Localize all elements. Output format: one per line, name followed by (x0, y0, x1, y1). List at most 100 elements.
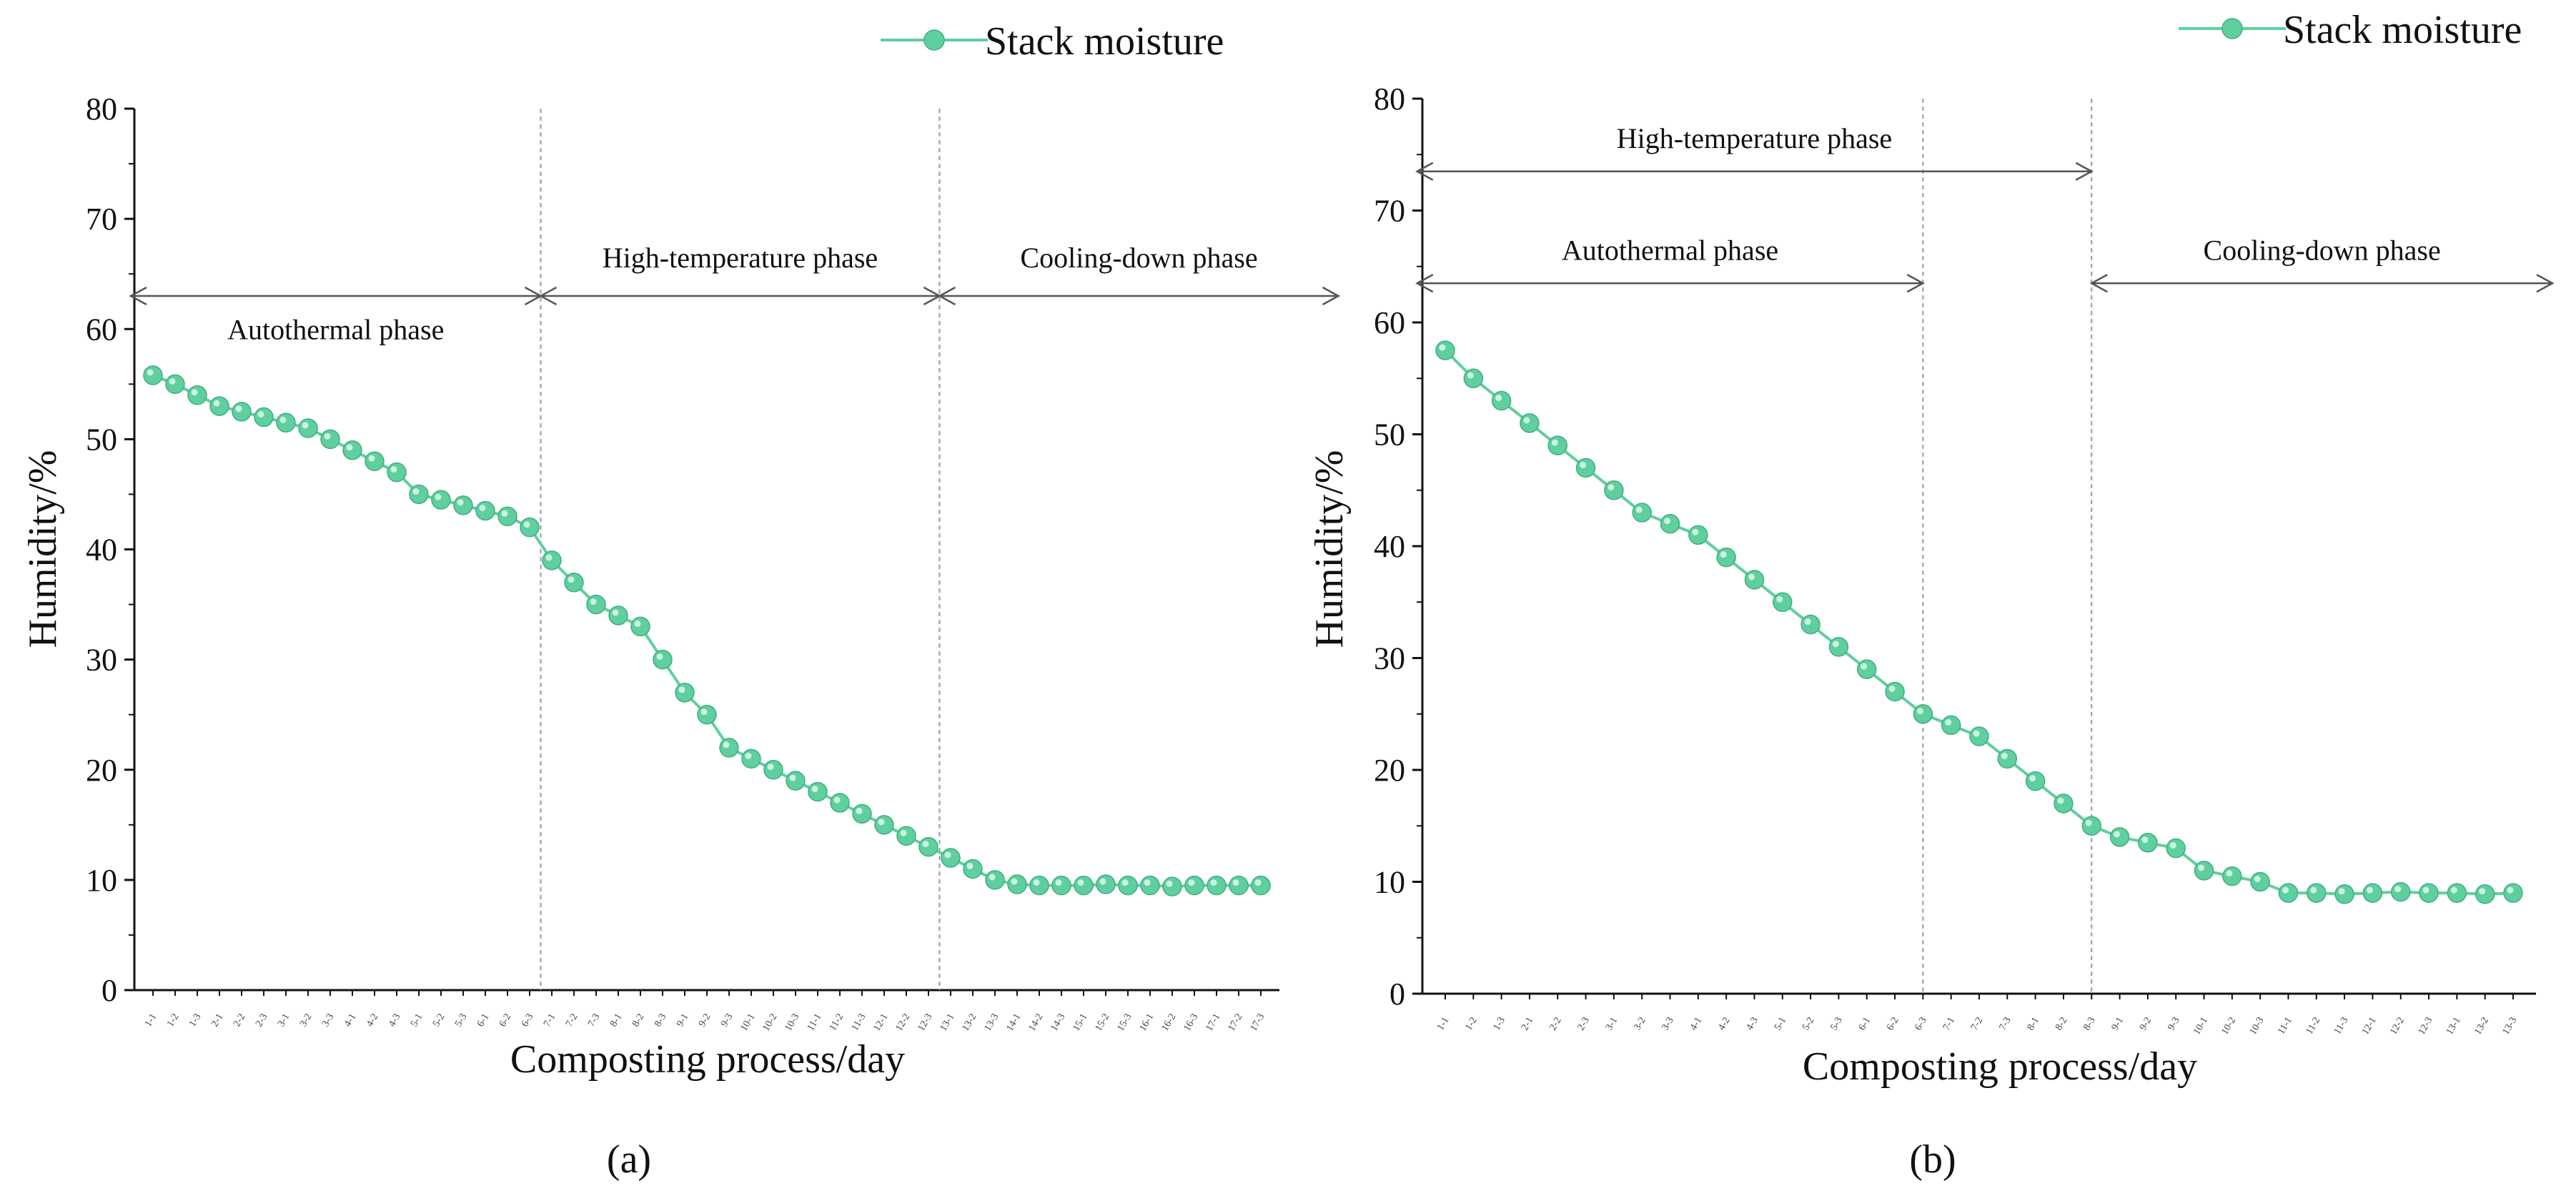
data-point-marker-a (143, 365, 163, 385)
legend-b: Stack moisture (2179, 8, 2522, 52)
x-tick-label-a: 3-3 (320, 1012, 336, 1029)
data-point-marker-a (320, 429, 340, 450)
data-point-a (409, 484, 429, 505)
data-point-marker-a (697, 704, 717, 725)
series-a (143, 365, 1271, 896)
data-point-highlight-a (700, 708, 708, 716)
y-tick-label-b: 40 (1374, 529, 1405, 564)
data-point-marker-a (719, 738, 739, 758)
data-point-b (2250, 871, 2270, 892)
data-point-highlight-a (501, 510, 508, 517)
x-axis-title-a: Composting process/day (510, 1037, 905, 1082)
data-point-marker-b (1520, 413, 1540, 433)
data-point-highlight-a (1099, 878, 1106, 885)
data-point-highlight-b (1832, 641, 1839, 648)
x-tick-label-a: 11-2 (828, 1012, 846, 1033)
phase-arrowhead-b (2089, 274, 2108, 293)
data-point-marker-a (276, 412, 296, 433)
data-point-marker-b (1856, 659, 1877, 679)
x-tick-label-b: 5-2 (1800, 1016, 1816, 1033)
data-point-marker-a (1184, 875, 1204, 896)
x-tick-label-a: 6-1 (475, 1012, 491, 1029)
x-tick-label-a: 10-2 (761, 1012, 780, 1034)
data-point-highlight-a (1210, 879, 1217, 886)
data-point-highlight-a (213, 400, 220, 407)
data-point-highlight-b (2085, 819, 2092, 826)
data-point-a (653, 649, 673, 670)
data-point-highlight-a (678, 686, 685, 693)
data-point-marker-b (1463, 368, 1484, 388)
data-point-marker-b (1997, 748, 2018, 769)
data-point-b (1800, 614, 1820, 635)
phases-a: Autothermal phase High-temperature phase C… (129, 109, 1341, 990)
data-point-highlight-b (1888, 685, 1896, 692)
data-point-highlight-a (612, 609, 619, 616)
data-point-b (2419, 883, 2439, 903)
data-point-marker-a (342, 440, 362, 460)
data-point-a (741, 748, 761, 769)
phase-label-b: Autothermal phase (1562, 234, 1778, 266)
data-point-highlight-a (833, 796, 841, 804)
x-tick-label-b: 5-1 (1773, 1016, 1788, 1033)
x-tick-label-a: 2-3 (254, 1012, 269, 1029)
data-point-marker-b (1885, 681, 1905, 702)
data-point-marker-b (1632, 503, 1652, 523)
y-tick-label-b: 10 (1374, 865, 1405, 900)
x-tick-label-b: 9-3 (2166, 1016, 2181, 1033)
data-point-b (1491, 390, 1512, 411)
x-tick-label-a: 10-3 (783, 1012, 802, 1034)
data-point-highlight-b (2338, 888, 2345, 895)
data-point-highlight-a (412, 488, 420, 495)
data-point-highlight-b (2001, 752, 2008, 759)
phase-arrowhead-a (1322, 286, 1341, 306)
data-point-highlight-a (1232, 879, 1239, 886)
x-tick-label-b: 12-1 (2360, 1016, 2379, 1037)
data-point-marker-a (453, 495, 473, 515)
data-point-highlight-b (2114, 831, 2121, 838)
x-tick-label-b: 12-2 (2388, 1016, 2407, 1037)
data-point-highlight-b (2057, 797, 2064, 804)
phase-arrowhead-b (2075, 162, 2094, 181)
x-tick-label-b: 13-1 (2444, 1016, 2463, 1037)
x-tick-label-b: 3-3 (1660, 1016, 1676, 1033)
data-point-highlight-a (568, 576, 575, 583)
data-point-marker-a (1118, 875, 1138, 896)
data-point-b (2278, 883, 2299, 903)
data-point-b (1885, 681, 1905, 702)
data-point-marker-a (187, 385, 207, 405)
x-tick-label-b: 11-1 (2276, 1016, 2294, 1037)
data-point-a (763, 760, 783, 780)
data-point-marker-a (830, 793, 850, 813)
x-tick-label-b: 7-2 (1969, 1016, 1985, 1033)
data-point-a (786, 771, 806, 791)
data-point-highlight-b (1861, 663, 1868, 670)
data-point-a (1051, 875, 1071, 896)
data-point-highlight-a (1011, 878, 1018, 885)
data-point-b (1688, 525, 1708, 545)
data-point-a (254, 407, 274, 427)
data-point-highlight-a (235, 405, 242, 412)
data-point-a (520, 517, 540, 538)
x-axis-title-b: Composting process/day (1803, 1044, 2197, 1089)
data-point-highlight-a (1055, 879, 1062, 886)
data-point-marker-b (2222, 866, 2242, 886)
data-point-b (2307, 883, 2327, 903)
data-point-b (2054, 794, 2074, 814)
data-point-marker-a (520, 517, 540, 538)
x-tick-label-a: 8-3 (653, 1012, 668, 1029)
data-point-highlight-b (1467, 372, 1474, 379)
data-point-b (1435, 340, 1455, 360)
data-point-highlight-b (1720, 551, 1727, 558)
data-point-marker-b (2025, 771, 2046, 791)
data-point-b (2222, 866, 2242, 886)
data-point-highlight-a (191, 389, 198, 396)
data-point-marker-a (1251, 875, 1271, 896)
data-point-highlight-a (523, 521, 530, 528)
data-point-b (1660, 513, 1680, 534)
data-point-marker-b (1688, 525, 1708, 545)
x-tick-label-b: 8-3 (2081, 1016, 2097, 1033)
phase-label-b: Cooling-down phase (2204, 234, 2441, 266)
data-point-highlight-b (1748, 573, 1755, 580)
data-point-marker-a (675, 683, 695, 703)
data-point-b (2081, 816, 2102, 836)
